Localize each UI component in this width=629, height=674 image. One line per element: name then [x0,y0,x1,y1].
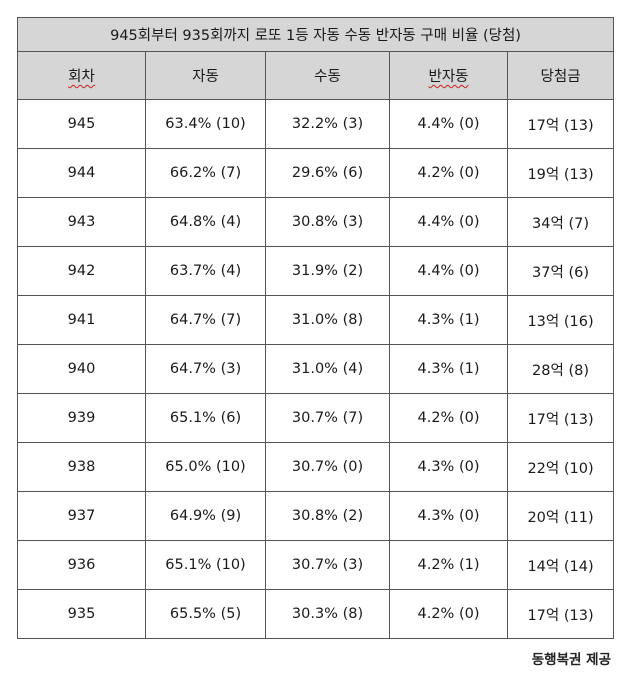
header-auto: 자동 [145,51,266,100]
manual-cell: 32.2% (3) [265,99,390,149]
manual-cell: 30.7% (7) [265,393,390,443]
auto-cell: 66.2% (7) [145,148,266,198]
manual-cell: 30.8% (3) [265,197,390,247]
prize-cell: 17억 (13) [506,99,615,149]
round-cell: 938 [17,442,146,492]
auto-cell: 65.1% (6) [145,393,266,443]
auto-cell: 64.7% (7) [145,295,266,345]
manual-cell: 29.6% (6) [265,148,390,198]
source-credit: 동행복권 제공 [531,652,611,668]
round-cell: 940 [17,344,146,394]
semi-auto-cell: 4.4% (0) [389,99,508,149]
semi-auto-cell: 4.3% (0) [389,491,508,541]
prize-cell: 34억 (7) [506,197,615,247]
auto-cell: 63.7% (4) [145,246,266,296]
manual-cell: 30.8% (2) [265,491,390,541]
auto-cell: 65.5% (5) [145,589,266,639]
round-cell: 944 [17,148,146,198]
header-row: 회차 자동 수동 반자동 당첨금 [17,51,615,100]
table-row: 944 66.2% (7) 29.6% (6) 4.2% (0) 19억 (13) [17,148,615,198]
header-manual: 수동 [265,51,390,100]
round-cell: 937 [17,491,146,541]
semi-auto-cell: 4.3% (0) [389,442,508,492]
auto-cell: 65.0% (10) [145,442,266,492]
manual-cell: 31.0% (8) [265,295,390,345]
semi-auto-cell: 4.4% (0) [389,197,508,247]
auto-cell: 63.4% (10) [145,99,266,149]
manual-cell: 31.9% (2) [265,246,390,296]
manual-cell: 30.7% (3) [265,540,390,590]
semi-auto-cell: 4.3% (1) [389,344,508,394]
prize-cell: 14억 (14) [506,540,615,590]
table-row: 945 63.4% (10) 32.2% (3) 4.4% (0) 17억 (13) [17,99,615,149]
table-row: 935 65.5% (5) 30.3% (8) 4.2% (0) 17억 (13) [17,589,615,639]
round-cell: 941 [17,295,146,345]
prize-cell: 17억 (13) [506,393,615,443]
header-semi-auto: 반자동 [389,51,508,100]
round-cell: 939 [17,393,146,443]
manual-cell: 31.0% (4) [265,344,390,394]
round-cell: 943 [17,197,146,247]
prize-cell: 37억 (6) [506,246,615,296]
prize-cell: 13억 (16) [506,295,615,345]
semi-auto-cell: 4.2% (0) [389,148,508,198]
semi-auto-cell: 4.2% (0) [389,393,508,443]
table-title: 945회부터 935회까지 로또 1등 자동 수동 반자동 구매 비율 (당첨) [16,17,615,52]
auto-cell: 65.1% (10) [145,540,266,590]
prize-cell: 19억 (13) [506,148,615,198]
semi-auto-cell: 4.3% (1) [389,295,508,345]
round-cell: 942 [17,246,146,296]
prize-cell: 28억 (8) [506,344,615,394]
header-round: 회차 [17,51,146,100]
manual-cell: 30.3% (8) [265,589,390,639]
semi-auto-cell: 4.2% (1) [389,540,508,590]
prize-cell: 20억 (11) [506,491,615,541]
auto-cell: 64.8% (4) [145,197,266,247]
manual-cell: 30.7% (0) [265,442,390,492]
round-cell: 936 [17,540,146,590]
table-row: 940 64.7% (3) 31.0% (4) 4.3% (1) 28억 (8) [17,344,615,394]
table-row: 937 64.9% (9) 30.8% (2) 4.3% (0) 20억 (11) [17,491,615,541]
table-row: 942 63.7% (4) 31.9% (2) 4.4% (0) 37억 (6) [17,246,615,296]
auto-cell: 64.7% (3) [145,344,266,394]
prize-cell: 17억 (13) [506,589,615,639]
prize-cell: 22억 (10) [506,442,615,492]
header-prize: 당첨금 [506,51,615,100]
table-row: 936 65.1% (10) 30.7% (3) 4.2% (1) 14억 (14) [17,540,615,590]
table-row: 941 64.7% (7) 31.0% (8) 4.3% (1) 13억 (16) [17,295,615,345]
table-row: 939 65.1% (6) 30.7% (7) 4.2% (0) 17억 (13) [17,393,615,443]
table-row: 938 65.0% (10) 30.7% (0) 4.3% (0) 22억 (10) [17,442,615,492]
lotto-stats-table: 945회부터 935회까지 로또 1등 자동 수동 반자동 구매 비율 (당첨)… [16,17,615,639]
round-cell: 935 [17,589,146,639]
table-row: 943 64.8% (4) 30.8% (3) 4.4% (0) 34억 (7) [17,197,615,247]
semi-auto-cell: 4.2% (0) [389,589,508,639]
semi-auto-cell: 4.4% (0) [389,246,508,296]
auto-cell: 64.9% (9) [145,491,266,541]
round-cell: 945 [17,99,146,149]
